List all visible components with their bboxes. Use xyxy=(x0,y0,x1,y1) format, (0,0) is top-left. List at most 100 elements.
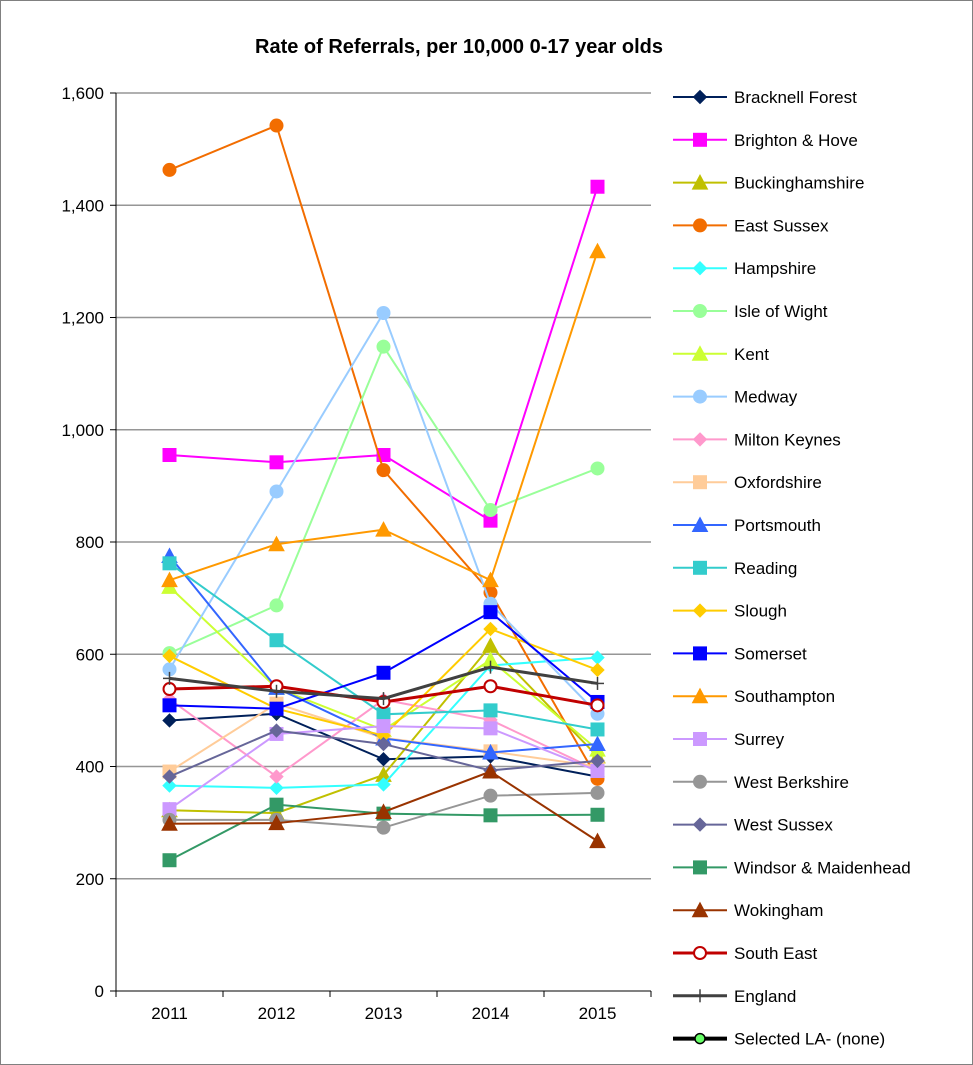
legend-marker xyxy=(691,174,709,190)
data-point xyxy=(377,692,390,706)
chart-title: Rate of Referrals, per 10,000 0-17 year … xyxy=(255,36,663,58)
legend-label: Kent xyxy=(734,345,769,364)
legend-entry: England xyxy=(673,987,796,1006)
legend-label: Windsor & Maidenhead xyxy=(734,858,911,877)
data-point xyxy=(162,853,177,868)
data-point xyxy=(590,461,605,476)
legend-entry: Hampshire xyxy=(673,259,816,278)
data-point xyxy=(482,743,499,760)
legend-marker xyxy=(694,1032,706,1045)
data-point xyxy=(482,571,499,588)
legend-marker xyxy=(691,901,709,918)
data-point xyxy=(482,762,499,779)
legend-marker xyxy=(693,218,707,233)
data-point xyxy=(163,671,176,685)
legend-marker xyxy=(693,732,707,746)
data-point xyxy=(483,605,498,620)
data-point xyxy=(269,633,284,648)
legend-entry: Windsor & Maidenhead xyxy=(673,858,911,877)
legend: Bracknell Forest Brighton & Hove Buckingha… xyxy=(673,88,911,1049)
data-point xyxy=(376,820,391,835)
data-point xyxy=(269,769,284,784)
series-isle-of-wight xyxy=(162,339,605,661)
data-point xyxy=(268,535,285,552)
legend-label: Medway xyxy=(734,388,798,407)
legend-marker xyxy=(692,817,708,832)
data-point xyxy=(484,660,497,674)
legend-entry: Buckinghamshire xyxy=(673,174,864,193)
axes: 0 200 400 600 800 1,000 1,200 1,400 1,600 2011 201… xyxy=(61,84,652,1023)
data-point xyxy=(269,797,284,812)
x-tick-label: 2013 xyxy=(365,1004,403,1023)
series-medway xyxy=(162,306,605,721)
series-england xyxy=(163,660,604,706)
legend-entry: Isle of Wight xyxy=(673,302,828,321)
data-point xyxy=(589,242,606,259)
y-tick-label: 800 xyxy=(76,533,104,552)
data-point xyxy=(483,621,498,637)
legend-entry: Kent xyxy=(673,345,769,364)
data-point xyxy=(162,162,177,177)
legend-entry: Brighton & Hove xyxy=(673,131,858,150)
legend-label: West Sussex xyxy=(734,816,833,835)
data-point xyxy=(162,769,177,784)
data-point xyxy=(483,788,498,803)
legend-label: Wokingham xyxy=(734,901,823,920)
legend-label: West Berkshire xyxy=(734,773,849,792)
y-tick-label: 1,400 xyxy=(61,196,104,215)
series-brighton-hove xyxy=(162,179,605,528)
legend-label: South East xyxy=(734,944,817,963)
series-reading xyxy=(162,556,605,737)
data-point xyxy=(162,448,177,463)
legend-label: Surrey xyxy=(734,730,785,749)
data-point xyxy=(375,803,392,819)
legend-marker xyxy=(693,132,707,147)
data-point xyxy=(269,780,284,796)
legend-marker xyxy=(693,989,707,1003)
legend-marker xyxy=(693,389,707,404)
data-point xyxy=(162,648,177,664)
legend-entry: Oxfordshire xyxy=(673,473,822,492)
legend-label: East Sussex xyxy=(734,216,829,235)
data-point xyxy=(269,118,284,133)
data-point xyxy=(161,571,178,588)
legend-label: England xyxy=(734,987,796,1006)
data-point xyxy=(162,556,177,571)
data-point xyxy=(590,650,605,665)
data-point xyxy=(483,703,498,718)
legend-entry: Reading xyxy=(673,559,797,578)
data-point xyxy=(589,735,606,752)
legend-label: Milton Keynes xyxy=(734,430,841,449)
legend-label: Southampton xyxy=(734,687,835,706)
data-point xyxy=(162,698,177,713)
x-tick-label: 2011 xyxy=(151,1004,188,1023)
data-point xyxy=(376,665,391,680)
data-point xyxy=(590,722,605,737)
data-point xyxy=(590,698,605,713)
data-point xyxy=(376,719,391,734)
data-point xyxy=(589,832,606,849)
legend-marker xyxy=(692,432,708,447)
data-point xyxy=(268,814,285,831)
legend-entry: East Sussex xyxy=(673,216,829,235)
legend-marker xyxy=(691,687,709,704)
y-tick-label: 1,600 xyxy=(61,84,104,103)
data-point xyxy=(483,503,498,518)
data-point xyxy=(590,753,605,769)
legend-marker xyxy=(692,260,708,276)
data-point xyxy=(270,684,283,698)
series-lines xyxy=(161,118,606,868)
legend-marker xyxy=(693,860,707,875)
legend-label: Buckinghamshire xyxy=(734,174,864,193)
legend-entry: Somerset xyxy=(673,644,807,663)
legend-marker xyxy=(693,560,707,575)
data-point xyxy=(269,723,284,738)
legend-label: Oxfordshire xyxy=(734,473,822,492)
x-tick-label: 2012 xyxy=(258,1004,296,1023)
legend-label: Hampshire xyxy=(734,259,816,278)
legend-label: Isle of Wight xyxy=(734,302,828,321)
data-point xyxy=(162,713,177,728)
legend-label: Slough xyxy=(734,602,787,621)
data-point xyxy=(375,521,392,537)
